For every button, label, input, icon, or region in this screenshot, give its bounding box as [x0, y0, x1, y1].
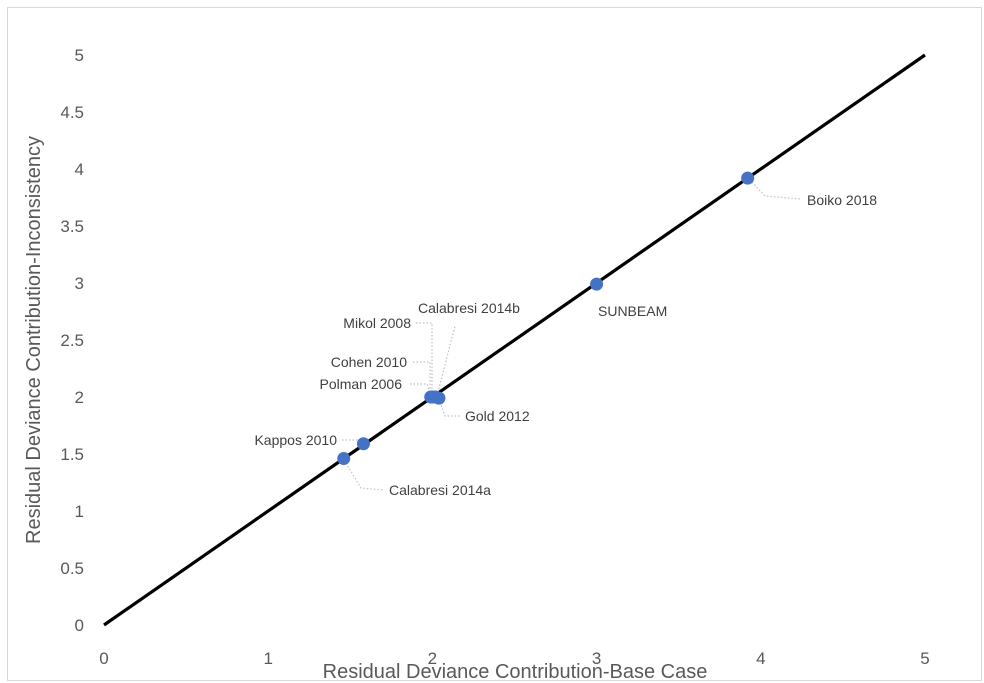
y-tick-label: 3.5 — [60, 217, 84, 236]
y-axis-title: Residual Deviance Contribution-Inconsist… — [23, 136, 45, 544]
y-tick-label: 4.5 — [60, 103, 84, 122]
reference-line — [103, 53, 926, 627]
x-axis-ticks: 0 1 2 3 4 5 — [99, 649, 929, 668]
data-label: Gold 2012 — [465, 408, 530, 424]
y-tick-label: 0 — [75, 616, 84, 635]
x-tick-label: 0 — [99, 649, 108, 668]
data-label: Boiko 2018 — [807, 192, 877, 208]
y-tick-label: 5 — [75, 46, 84, 65]
leader-line — [416, 322, 433, 394]
y-tick-label: 4 — [75, 160, 84, 179]
data-label: Polman 2006 — [319, 376, 402, 392]
y-tick-label: 2.5 — [60, 331, 84, 350]
data-label: SUNBEAM — [598, 303, 667, 319]
y-tick-label: 2 — [75, 388, 84, 407]
data-label: Cohen 2010 — [331, 354, 408, 370]
data-point — [432, 391, 446, 405]
y-tick-label: 3 — [75, 274, 84, 293]
data-label: Calabresi 2014a — [389, 482, 491, 498]
y-tick-label: 1 — [75, 502, 84, 521]
data-label: Calabresi 2014b — [418, 300, 520, 316]
data-labels: Boiko 2018 SUNBEAM Calabresi 2014b Mikol 20… — [254, 192, 877, 498]
leader-line — [751, 181, 802, 200]
x-tick-label: 1 — [263, 649, 272, 668]
data-label: Mikol 2008 — [343, 315, 411, 331]
leader-line — [410, 383, 431, 394]
y-tick-label: 0.5 — [60, 559, 84, 578]
data-point — [337, 452, 351, 466]
data-point — [590, 277, 604, 291]
label-leader-lines — [342, 181, 802, 491]
leader-line — [345, 462, 385, 491]
x-axis-title: Residual Deviance Contribution-Base Case — [323, 661, 708, 683]
data-point — [741, 171, 755, 185]
leader-line — [413, 361, 431, 394]
x-tick-label: 3 — [592, 649, 601, 668]
data-point — [356, 437, 370, 451]
data-points — [337, 171, 755, 466]
leader-line — [439, 401, 460, 417]
data-label: Kappos 2010 — [254, 432, 337, 448]
y-axis-ticks: 0 0.5 1 1.5 2 2.5 3 3.5 4 4.5 5 — [60, 46, 84, 635]
chart-frame — [7, 7, 982, 681]
y-tick-label: 1.5 — [60, 445, 84, 464]
x-tick-label: 2 — [428, 649, 437, 668]
leader-line — [436, 325, 456, 397]
x-tick-label: 5 — [920, 649, 929, 668]
x-tick-label: 4 — [756, 649, 765, 668]
